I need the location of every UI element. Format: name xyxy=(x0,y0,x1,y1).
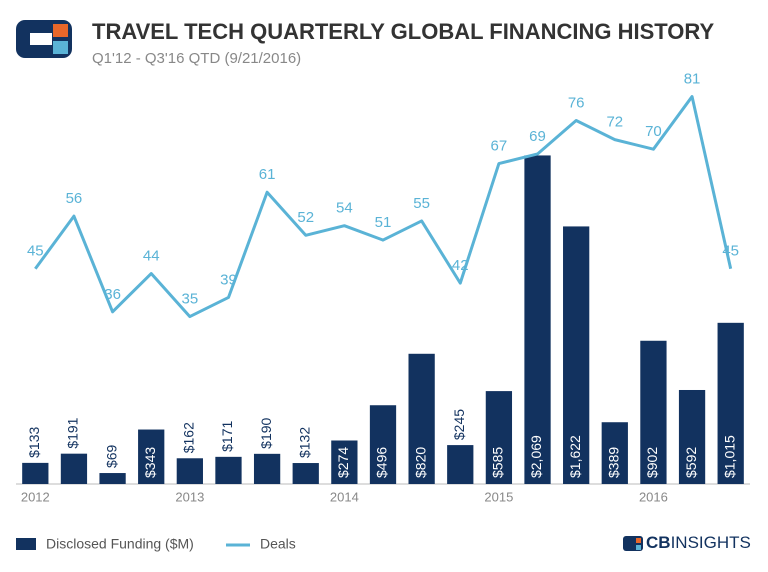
value-label: 42 xyxy=(452,257,469,274)
legend: Disclosed Funding ($M) Deals xyxy=(16,536,296,552)
value-label: 51 xyxy=(375,214,392,231)
bar xyxy=(331,440,358,484)
legend-label: Deals xyxy=(260,536,296,552)
bar xyxy=(60,453,88,484)
value-label: $133 xyxy=(26,427,42,458)
legend-label: Disclosed Funding ($M) xyxy=(46,536,194,552)
value-label: 70 xyxy=(645,123,662,140)
bar xyxy=(176,458,203,484)
x-tick-label: 2014 xyxy=(330,489,359,504)
brand-logo: CBINSIGHTS xyxy=(623,533,751,552)
chart-subtitle: Q1'12 - Q3'16 QTD (9/21/2016) xyxy=(92,50,301,67)
value-label: 35 xyxy=(181,291,198,308)
bar xyxy=(408,353,435,484)
value-label: $245 xyxy=(451,409,467,440)
value-label: 39 xyxy=(220,271,237,288)
value-label: $389 xyxy=(605,447,621,478)
brand-bold: CB xyxy=(646,533,671,552)
value-label: $343 xyxy=(142,447,158,478)
bar xyxy=(601,422,628,484)
bar xyxy=(99,473,126,484)
value-label: $132 xyxy=(296,427,312,458)
bar xyxy=(253,453,281,484)
value-label: $162 xyxy=(181,422,197,453)
value-label: $274 xyxy=(335,447,351,478)
bar xyxy=(717,322,744,484)
bar xyxy=(485,391,513,484)
value-label: $1,015 xyxy=(721,435,737,478)
bar xyxy=(215,456,242,484)
bar xyxy=(138,429,165,484)
value-label: $191 xyxy=(65,417,81,448)
value-label: $1,622 xyxy=(567,435,583,478)
x-tick-label: 2013 xyxy=(175,489,204,504)
value-label: $190 xyxy=(258,417,274,448)
value-label: 45 xyxy=(722,243,739,260)
brand-text: CBINSIGHTS xyxy=(646,533,751,552)
bar xyxy=(292,463,319,484)
value-label: 81 xyxy=(684,71,701,88)
value-label: 36 xyxy=(104,286,121,303)
x-tick-label: 2012 xyxy=(21,489,50,504)
value-label: 61 xyxy=(259,166,276,183)
value-label: 72 xyxy=(606,114,623,131)
value-label: 55 xyxy=(413,195,430,212)
x-tick-label: 2016 xyxy=(639,489,668,504)
brand-light: INSIGHTS xyxy=(671,533,751,552)
value-label: $820 xyxy=(412,447,428,478)
bar xyxy=(640,340,667,484)
bar xyxy=(22,462,49,484)
logo xyxy=(16,20,72,58)
chart-title: TRAVEL TECH QUARTERLY GLOBAL FINANCING H… xyxy=(92,19,714,44)
value-label: 69 xyxy=(529,128,546,145)
value-label: 52 xyxy=(297,209,314,226)
value-label: 76 xyxy=(568,94,585,111)
bar xyxy=(369,405,397,484)
bar xyxy=(447,445,474,484)
bar xyxy=(563,226,590,485)
legend-swatch xyxy=(16,538,36,550)
value-label: $2,069 xyxy=(528,435,544,478)
value-label: 45 xyxy=(27,243,44,260)
bar xyxy=(524,155,551,484)
value-label: $592 xyxy=(683,447,699,478)
value-label: 54 xyxy=(336,200,353,217)
value-label: $902 xyxy=(644,447,660,478)
x-tick-label: 2015 xyxy=(484,489,513,504)
line xyxy=(34,95,733,319)
value-label: 67 xyxy=(491,137,508,154)
value-label: 56 xyxy=(66,190,83,207)
plot: 2012 2013 2014 2015 2016 $133 $191 $69 $343 $162 $… xyxy=(21,71,744,504)
value-label: 44 xyxy=(143,248,160,265)
value-label: $496 xyxy=(374,447,390,478)
value-label: $585 xyxy=(490,447,506,478)
bar xyxy=(678,389,706,484)
value-label: $69 xyxy=(103,444,119,468)
value-label: $171 xyxy=(219,420,235,451)
